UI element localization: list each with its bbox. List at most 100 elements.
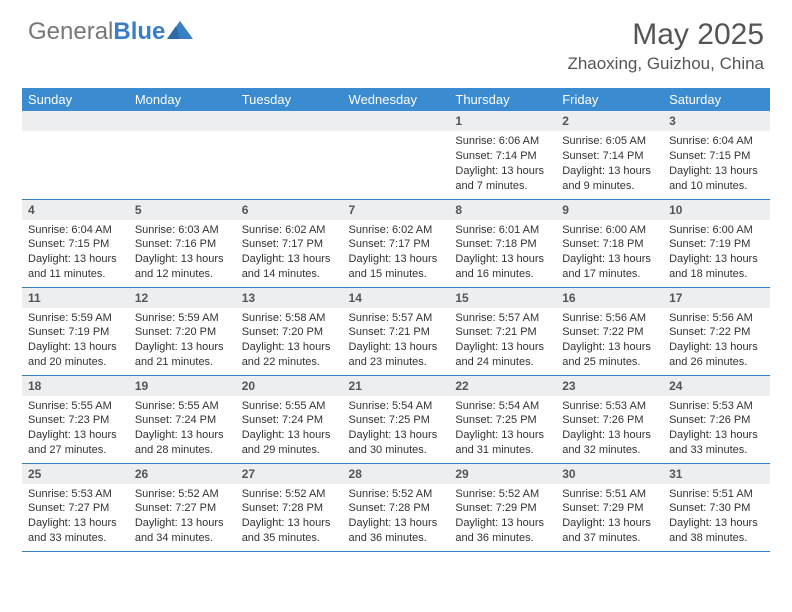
day-number: 1 xyxy=(449,111,556,131)
day-cell: 22Sunrise: 5:54 AMSunset: 7:25 PMDayligh… xyxy=(449,375,556,463)
day-cell: 3Sunrise: 6:04 AMSunset: 7:15 PMDaylight… xyxy=(663,111,770,199)
day-number: 25 xyxy=(22,464,129,484)
calendar-row: 1Sunrise: 6:06 AMSunset: 7:14 PMDaylight… xyxy=(22,111,770,199)
day-details: Sunrise: 6:02 AMSunset: 7:17 PMDaylight:… xyxy=(236,220,343,286)
calendar-row: 18Sunrise: 5:55 AMSunset: 7:23 PMDayligh… xyxy=(22,375,770,463)
day-details: Sunrise: 5:52 AMSunset: 7:28 PMDaylight:… xyxy=(236,484,343,550)
day-details: Sunrise: 5:55 AMSunset: 7:24 PMDaylight:… xyxy=(236,396,343,462)
day-cell: 11Sunrise: 5:59 AMSunset: 7:19 PMDayligh… xyxy=(22,287,129,375)
calendar-table: SundayMondayTuesdayWednesdayThursdayFrid… xyxy=(22,88,770,552)
day-number: 26 xyxy=(129,464,236,484)
empty-cell xyxy=(236,111,343,199)
day-number: 12 xyxy=(129,288,236,308)
day-details: Sunrise: 5:59 AMSunset: 7:20 PMDaylight:… xyxy=(129,308,236,374)
empty-cell xyxy=(22,111,129,199)
day-number: 11 xyxy=(22,288,129,308)
day-details: Sunrise: 6:06 AMSunset: 7:14 PMDaylight:… xyxy=(449,131,556,197)
day-number: 3 xyxy=(663,111,770,131)
day-cell: 26Sunrise: 5:52 AMSunset: 7:27 PMDayligh… xyxy=(129,463,236,551)
day-details: Sunrise: 5:53 AMSunset: 7:27 PMDaylight:… xyxy=(22,484,129,550)
day-cell: 19Sunrise: 5:55 AMSunset: 7:24 PMDayligh… xyxy=(129,375,236,463)
day-details: Sunrise: 5:54 AMSunset: 7:25 PMDaylight:… xyxy=(343,396,450,462)
day-details: Sunrise: 5:58 AMSunset: 7:20 PMDaylight:… xyxy=(236,308,343,374)
brand-general: General xyxy=(28,18,113,46)
day-details: Sunrise: 5:51 AMSunset: 7:30 PMDaylight:… xyxy=(663,484,770,550)
day-number: 30 xyxy=(556,464,663,484)
day-details: Sunrise: 6:00 AMSunset: 7:18 PMDaylight:… xyxy=(556,220,663,286)
day-details: Sunrise: 5:55 AMSunset: 7:23 PMDaylight:… xyxy=(22,396,129,462)
day-cell: 27Sunrise: 5:52 AMSunset: 7:28 PMDayligh… xyxy=(236,463,343,551)
day-details: Sunrise: 5:51 AMSunset: 7:29 PMDaylight:… xyxy=(556,484,663,550)
day-number: 18 xyxy=(22,376,129,396)
day-cell: 16Sunrise: 5:56 AMSunset: 7:22 PMDayligh… xyxy=(556,287,663,375)
day-details: Sunrise: 5:57 AMSunset: 7:21 PMDaylight:… xyxy=(343,308,450,374)
calendar-row: 4Sunrise: 6:04 AMSunset: 7:15 PMDaylight… xyxy=(22,199,770,287)
day-cell: 2Sunrise: 6:05 AMSunset: 7:14 PMDaylight… xyxy=(556,111,663,199)
weekday-header-cell: Thursday xyxy=(449,88,556,111)
daynum-empty xyxy=(343,111,450,131)
day-cell: 23Sunrise: 5:53 AMSunset: 7:26 PMDayligh… xyxy=(556,375,663,463)
title-block: May 2025 Zhaoxing, Guizhou, China xyxy=(567,18,764,74)
brand-logo: GeneralBlue xyxy=(28,18,193,46)
day-details: Sunrise: 5:53 AMSunset: 7:26 PMDaylight:… xyxy=(663,396,770,462)
day-details: Sunrise: 5:52 AMSunset: 7:28 PMDaylight:… xyxy=(343,484,450,550)
day-details: Sunrise: 5:54 AMSunset: 7:25 PMDaylight:… xyxy=(449,396,556,462)
day-cell: 24Sunrise: 5:53 AMSunset: 7:26 PMDayligh… xyxy=(663,375,770,463)
day-cell: 15Sunrise: 5:57 AMSunset: 7:21 PMDayligh… xyxy=(449,287,556,375)
day-cell: 28Sunrise: 5:52 AMSunset: 7:28 PMDayligh… xyxy=(343,463,450,551)
day-details: Sunrise: 5:57 AMSunset: 7:21 PMDaylight:… xyxy=(449,308,556,374)
calendar-row: 25Sunrise: 5:53 AMSunset: 7:27 PMDayligh… xyxy=(22,463,770,551)
month-title: May 2025 xyxy=(567,18,764,52)
day-number: 29 xyxy=(449,464,556,484)
weekday-header-cell: Saturday xyxy=(663,88,770,111)
location-label: Zhaoxing, Guizhou, China xyxy=(567,54,764,74)
day-cell: 30Sunrise: 5:51 AMSunset: 7:29 PMDayligh… xyxy=(556,463,663,551)
day-cell: 1Sunrise: 6:06 AMSunset: 7:14 PMDaylight… xyxy=(449,111,556,199)
day-cell: 9Sunrise: 6:00 AMSunset: 7:18 PMDaylight… xyxy=(556,199,663,287)
day-details: Sunrise: 5:52 AMSunset: 7:29 PMDaylight:… xyxy=(449,484,556,550)
day-number: 7 xyxy=(343,200,450,220)
day-details: Sunrise: 5:52 AMSunset: 7:27 PMDaylight:… xyxy=(129,484,236,550)
day-number: 8 xyxy=(449,200,556,220)
brand-blue: Blue xyxy=(113,18,165,46)
day-details: Sunrise: 5:53 AMSunset: 7:26 PMDaylight:… xyxy=(556,396,663,462)
day-number: 5 xyxy=(129,200,236,220)
day-number: 17 xyxy=(663,288,770,308)
day-cell: 12Sunrise: 5:59 AMSunset: 7:20 PMDayligh… xyxy=(129,287,236,375)
day-number: 19 xyxy=(129,376,236,396)
weekday-header-cell: Tuesday xyxy=(236,88,343,111)
day-cell: 25Sunrise: 5:53 AMSunset: 7:27 PMDayligh… xyxy=(22,463,129,551)
day-cell: 4Sunrise: 6:04 AMSunset: 7:15 PMDaylight… xyxy=(22,199,129,287)
day-details: Sunrise: 6:00 AMSunset: 7:19 PMDaylight:… xyxy=(663,220,770,286)
weekday-header: SundayMondayTuesdayWednesdayThursdayFrid… xyxy=(22,88,770,111)
day-number: 24 xyxy=(663,376,770,396)
daynum-empty xyxy=(22,111,129,131)
day-cell: 5Sunrise: 6:03 AMSunset: 7:16 PMDaylight… xyxy=(129,199,236,287)
day-number: 10 xyxy=(663,200,770,220)
day-number: 31 xyxy=(663,464,770,484)
day-number: 9 xyxy=(556,200,663,220)
day-number: 2 xyxy=(556,111,663,131)
day-cell: 8Sunrise: 6:01 AMSunset: 7:18 PMDaylight… xyxy=(449,199,556,287)
day-number: 22 xyxy=(449,376,556,396)
daynum-empty xyxy=(236,111,343,131)
day-details: Sunrise: 6:02 AMSunset: 7:17 PMDaylight:… xyxy=(343,220,450,286)
day-details: Sunrise: 6:04 AMSunset: 7:15 PMDaylight:… xyxy=(663,131,770,197)
weekday-header-cell: Wednesday xyxy=(343,88,450,111)
calendar-body: 1Sunrise: 6:06 AMSunset: 7:14 PMDaylight… xyxy=(22,111,770,551)
day-cell: 6Sunrise: 6:02 AMSunset: 7:17 PMDaylight… xyxy=(236,199,343,287)
day-number: 23 xyxy=(556,376,663,396)
day-details: Sunrise: 6:04 AMSunset: 7:15 PMDaylight:… xyxy=(22,220,129,286)
day-cell: 29Sunrise: 5:52 AMSunset: 7:29 PMDayligh… xyxy=(449,463,556,551)
day-details: Sunrise: 5:56 AMSunset: 7:22 PMDaylight:… xyxy=(663,308,770,374)
brand-triangle-icon xyxy=(167,18,193,46)
empty-cell xyxy=(343,111,450,199)
day-details: Sunrise: 6:01 AMSunset: 7:18 PMDaylight:… xyxy=(449,220,556,286)
weekday-header-cell: Sunday xyxy=(22,88,129,111)
day-number: 4 xyxy=(22,200,129,220)
day-cell: 14Sunrise: 5:57 AMSunset: 7:21 PMDayligh… xyxy=(343,287,450,375)
day-cell: 10Sunrise: 6:00 AMSunset: 7:19 PMDayligh… xyxy=(663,199,770,287)
day-cell: 7Sunrise: 6:02 AMSunset: 7:17 PMDaylight… xyxy=(343,199,450,287)
day-cell: 18Sunrise: 5:55 AMSunset: 7:23 PMDayligh… xyxy=(22,375,129,463)
day-number: 13 xyxy=(236,288,343,308)
